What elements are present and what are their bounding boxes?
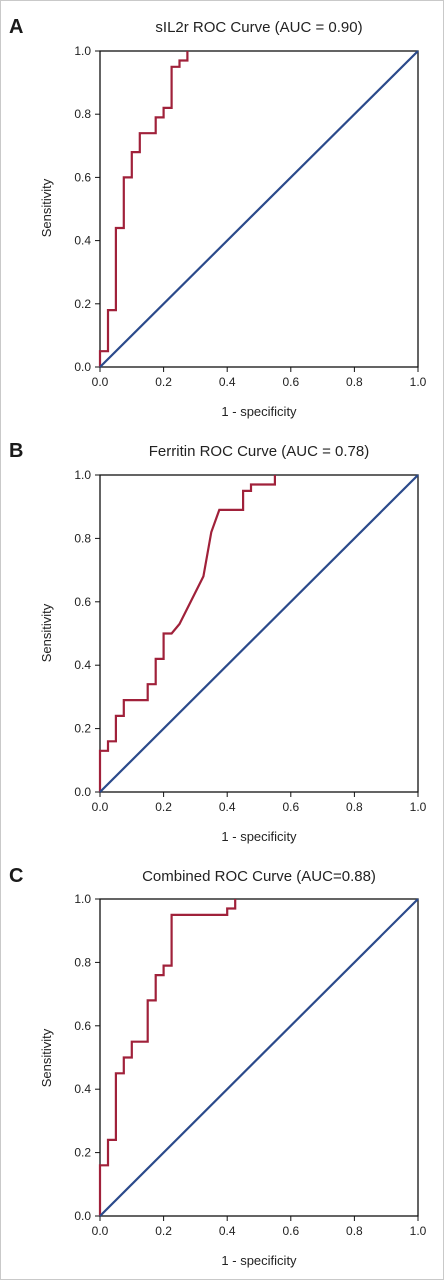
panel-b-y-tick-label: 0.2 [74, 722, 91, 736]
panel-b-x-tick-label: 0.4 [219, 800, 236, 814]
panel-c-y-tick-label: 0.4 [74, 1082, 91, 1096]
panel-b: B Ferritin ROC Curve (AUC = 0.78) 1 - sp… [9, 440, 427, 844]
panel-a-letter: A [9, 16, 23, 38]
panel-b-plot-frame [99, 474, 419, 793]
panel-a-plot-frame [99, 50, 419, 368]
panel-c-x-tick-label: 0.6 [282, 1224, 299, 1238]
panel-a-y-tick-label: 0.8 [74, 107, 91, 121]
panel-a-x-tick-label: 0.8 [346, 375, 363, 389]
panel-b-title: Ferritin ROC Curve (AUC = 0.78) [149, 443, 369, 460]
panel-a-xlabel: 1 - specificity [221, 404, 297, 419]
panel-b-x-tick-label: 0.2 [155, 800, 172, 814]
panel-c-letter: C [9, 865, 23, 887]
panel-b-xlabel: 1 - specificity [221, 829, 297, 844]
panel-c-y-tick-label: 0.2 [74, 1146, 91, 1160]
panel-a-y-tick-label: 0.2 [74, 297, 91, 311]
panel-c-x-tick-label: 0.8 [346, 1224, 363, 1238]
panel-c-x-tick-label: 0.0 [92, 1224, 109, 1238]
panel-c-y-tick-label: 0.0 [74, 1209, 91, 1223]
panel-a-y-tick-label: 0.4 [74, 234, 91, 248]
panel-b-roc-curve [98, 475, 276, 792]
panel-b-y-tick-label: 0.6 [74, 595, 91, 609]
panel-c-x-tick-label: 0.4 [219, 1224, 236, 1238]
panel-c: C Combined ROC Curve (AUC=0.88) 1 - spec… [9, 865, 427, 1268]
panel-a-reference-diagonal [99, 50, 419, 368]
panel-a-x-tick-label: 0.6 [282, 375, 299, 389]
panel-c-xlabel: 1 - specificity [221, 1253, 297, 1268]
panel-a-y-tick-label: 0.0 [74, 360, 91, 374]
panel-a-y-tick-label: 1.0 [74, 44, 91, 58]
panel-a-x-tick-label: 1.0 [410, 375, 427, 389]
panel-a-title: sIL2r ROC Curve (AUC = 0.90) [155, 19, 362, 36]
panel-b-x-tick-label: 1.0 [410, 800, 427, 814]
panel-b-letter: B [9, 440, 23, 462]
panel-c-x-tick-label: 0.2 [155, 1224, 172, 1238]
panel-c-ylabel: Sensitivity [39, 1028, 54, 1087]
panel-b-y-tick-label: 1.0 [74, 468, 91, 482]
panel-a-roc-curve [98, 51, 189, 367]
panel-a-x-tick-label: 0.2 [155, 375, 172, 389]
panel-c-y-tick-label: 1.0 [74, 892, 91, 906]
panel-b-reference-diagonal [99, 474, 419, 793]
panel-b-x-tick-label: 0.6 [282, 800, 299, 814]
panel-a-x-tick-label: 0.0 [92, 375, 109, 389]
panel-b-y-tick-label: 0.4 [74, 658, 91, 672]
panel-b-x-tick-label: 0.8 [346, 800, 363, 814]
panel-c-reference-diagonal [99, 898, 419, 1217]
panel-a-x-tick-label: 0.4 [219, 375, 236, 389]
panel-c-roc-curve [98, 899, 237, 1216]
panel-a-y-tick-label: 0.6 [74, 170, 91, 184]
panel-a-ylabel: Sensitivity [39, 178, 54, 237]
panel-c-title: Combined ROC Curve (AUC=0.88) [142, 868, 376, 885]
panel-b-y-tick-label: 0.8 [74, 531, 91, 545]
panel-b-ylabel: Sensitivity [39, 603, 54, 662]
panel-a: A sIL2r ROC Curve (AUC = 0.90) 1 - speci… [9, 16, 427, 419]
panel-c-x-tick-label: 1.0 [410, 1224, 427, 1238]
panel-b-x-tick-label: 0.0 [92, 800, 109, 814]
panel-c-plot-frame [99, 898, 419, 1217]
panel-c-y-tick-label: 0.6 [74, 1019, 91, 1033]
panel-b-y-tick-label: 0.0 [74, 785, 91, 799]
panel-c-y-tick-label: 0.8 [74, 955, 91, 969]
